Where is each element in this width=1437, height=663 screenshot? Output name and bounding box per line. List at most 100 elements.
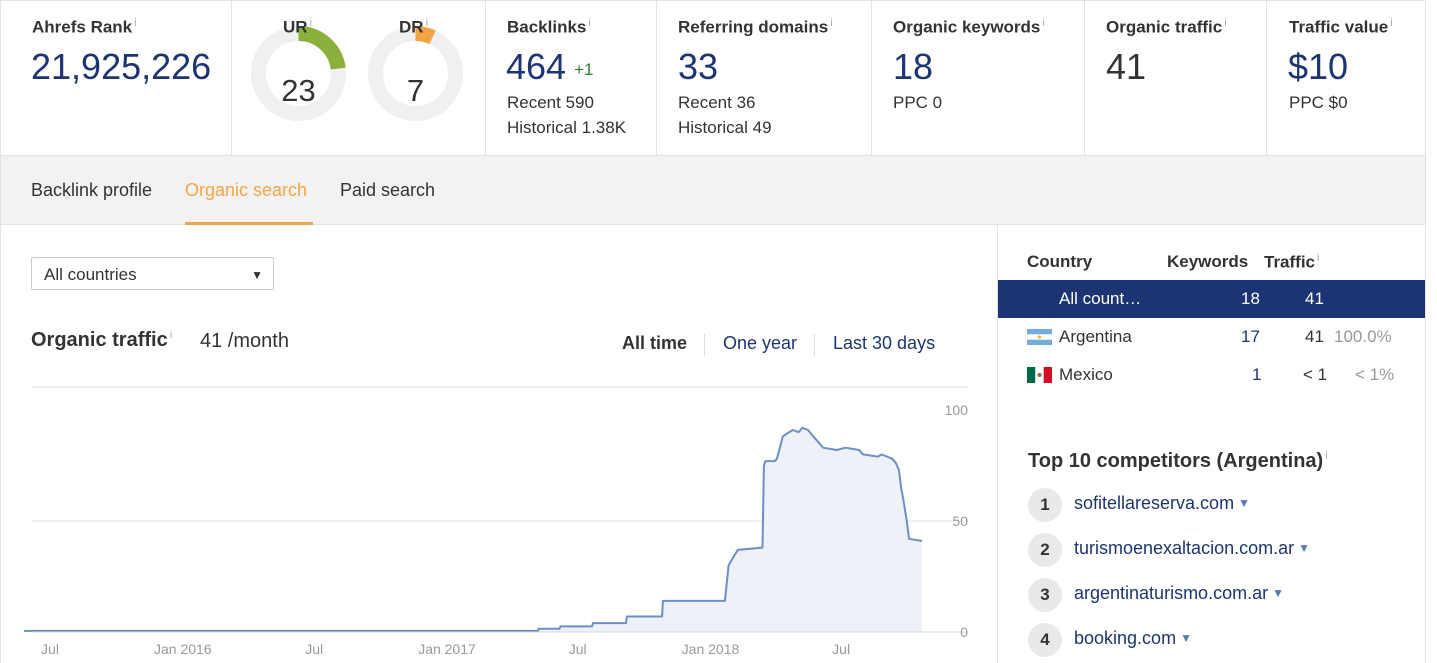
country-keywords: 1: [1252, 365, 1262, 384]
range-divider: [814, 334, 815, 356]
competitor-rank: 4: [1028, 623, 1062, 657]
x-tick-label: Jul: [569, 641, 587, 657]
traffic-value-value[interactable]: $10: [1288, 46, 1349, 87]
organic-traffic-chart: 100 50 0 Jul Jan 2016 Jul Jan 2017 Jul Jan 2018 J…: [24, 386, 969, 657]
info-icon[interactable]: i: [309, 17, 313, 29]
competitor-item: 1 sofitellareserva.com ▼: [1028, 488, 1408, 524]
info-icon[interactable]: i: [169, 329, 173, 342]
dr-gauge: 7: [367, 25, 464, 122]
referring-domains-label: Referring domains: [678, 17, 829, 37]
organic-traffic-monthly: 41 /month: [200, 330, 289, 352]
backlinks-recent: Recent 590: [507, 93, 594, 112]
metric-backlinks: Backlinks i 464 +1 Recent 590 Historical 1…: [486, 1, 657, 156]
organic-keywords-ppc: PPC 0: [893, 93, 943, 112]
info-icon[interactable]: i: [830, 17, 833, 29]
x-tick-label: Jul: [41, 641, 59, 657]
backlinks-delta: +1: [574, 60, 594, 79]
country-name: Argentina: [1059, 327, 1132, 346]
competitor-link[interactable]: turismoenexaltacion.com.ar: [1074, 538, 1295, 558]
chevron-down-icon[interactable]: ▼: [1180, 631, 1192, 645]
country-panel: Country Keywords Traffic i All count… 18 …: [997, 225, 1426, 663]
info-icon[interactable]: i: [588, 17, 591, 29]
ur-value: 23: [281, 73, 316, 108]
country-traffic: 41: [1305, 289, 1324, 308]
referring-domains-value[interactable]: 33: [678, 46, 719, 87]
x-tick-label: Jul: [832, 641, 850, 657]
traffic-value-ppc: PPC $0: [1289, 93, 1348, 112]
ahrefs-rank-label: Ahrefs Rank: [32, 17, 133, 37]
info-icon[interactable]: i: [1317, 252, 1320, 264]
info-icon[interactable]: i: [134, 17, 137, 29]
country-traffic-share: < 1%: [1355, 365, 1395, 384]
country-name: Mexico: [1059, 365, 1113, 384]
argentina-flag-icon: [1027, 329, 1052, 345]
organic-traffic-title: Organic traffic: [31, 329, 168, 351]
country-keywords: 17: [1241, 327, 1260, 346]
keywords-header[interactable]: Keywords: [1167, 252, 1249, 271]
x-tick-label: Jan 2018: [682, 641, 740, 657]
country-select[interactable]: All countries ▼: [31, 257, 274, 290]
competitor-link[interactable]: sofitellareserva.com: [1074, 493, 1235, 513]
ur-label: UR: [283, 17, 308, 37]
country-row-mexico[interactable]: Mexico 1 < 1 < 1%: [998, 356, 1425, 394]
organic-traffic-label: Organic traffic: [1106, 17, 1223, 37]
active-tab-indicator: [185, 222, 313, 225]
mexico-flag-icon: [1027, 367, 1052, 383]
country-row-all[interactable]: All count… 18 41: [998, 280, 1425, 318]
dr-value: 7: [406, 73, 425, 108]
info-icon[interactable]: i: [1325, 450, 1328, 463]
info-icon[interactable]: i: [1224, 17, 1227, 29]
metric-organic-traffic: Organic traffic i 41: [1085, 1, 1267, 156]
info-icon[interactable]: i: [1390, 17, 1393, 29]
tab-bar: Backlink profile Organic search Paid sea…: [0, 155, 1426, 225]
country-name: All count…: [1059, 289, 1142, 308]
y-tick-label: 0: [960, 624, 968, 640]
backlinks-historical: Historical 1.38K: [507, 118, 627, 137]
country-select-value: All countries: [44, 265, 137, 284]
competitors-title: Top 10 competitors (Argentina): [1028, 450, 1324, 472]
metric-referring-domains: Referring domains i 33 Recent 36 Historic…: [657, 1, 872, 156]
range-last-30-days[interactable]: Last 30 days: [833, 333, 936, 353]
series-line: [24, 426, 923, 632]
backlinks-value[interactable]: 464: [506, 46, 567, 87]
competitor-item: 4 booking.com ▼: [1028, 623, 1408, 659]
chevron-down-icon[interactable]: ▼: [1272, 586, 1284, 600]
x-tick-label: Jul: [305, 641, 323, 657]
country-traffic-share: 100.0%: [1334, 327, 1392, 346]
x-tick-label: Jan 2016: [154, 641, 212, 657]
competitor-link[interactable]: booking.com: [1074, 628, 1177, 648]
y-tick-label: 50: [952, 513, 968, 529]
country-traffic: < 1: [1303, 365, 1328, 384]
referring-domains-historical: Historical 49: [678, 118, 772, 137]
organic-keywords-value[interactable]: 18: [893, 46, 934, 87]
metric-traffic-value: Traffic value i $10 PPC $0: [1267, 1, 1425, 156]
range-all-time[interactable]: All time: [622, 333, 688, 353]
x-tick-label: Jan 2017: [418, 641, 476, 657]
country-row-argentina[interactable]: Argentina 17 41 100.0%: [998, 318, 1425, 356]
tab-backlink-profile[interactable]: Backlink profile: [31, 180, 153, 200]
competitor-item: 3 argentinaturismo.com.ar ▼: [1028, 578, 1408, 614]
ur-gauge: 23: [250, 25, 347, 122]
chevron-down-icon[interactable]: ▼: [1238, 496, 1250, 510]
series-area: [24, 427, 923, 632]
tab-organic-search[interactable]: Organic search: [185, 180, 308, 200]
range-divider: [704, 334, 705, 356]
referring-domains-recent: Recent 36: [678, 93, 756, 112]
info-icon[interactable]: i: [425, 17, 429, 29]
competitor-rank: 1: [1028, 488, 1062, 522]
country-header[interactable]: Country: [1027, 252, 1093, 271]
traffic-value-label: Traffic value: [1289, 17, 1389, 37]
organic-traffic-panel: All countries ▼ Organic traffic i 41 /mon…: [0, 225, 997, 663]
metrics-bar: Ahrefs Rank i 21,925,226 23 UR i 7 DR i Bac…: [0, 0, 1426, 156]
info-icon[interactable]: i: [1042, 17, 1045, 29]
metric-organic-keywords: Organic keywords i 18 PPC 0: [872, 1, 1085, 156]
country-traffic: 41: [1305, 327, 1324, 346]
competitor-rank: 2: [1028, 533, 1062, 567]
traffic-header[interactable]: Traffic: [1264, 252, 1316, 272]
y-tick-label: 100: [945, 402, 969, 418]
tab-paid-search[interactable]: Paid search: [340, 180, 436, 200]
competitor-rank: 3: [1028, 578, 1062, 612]
competitor-link[interactable]: argentinaturismo.com.ar: [1074, 583, 1269, 603]
chevron-down-icon[interactable]: ▼: [1298, 541, 1310, 555]
range-one-year[interactable]: One year: [723, 333, 798, 353]
